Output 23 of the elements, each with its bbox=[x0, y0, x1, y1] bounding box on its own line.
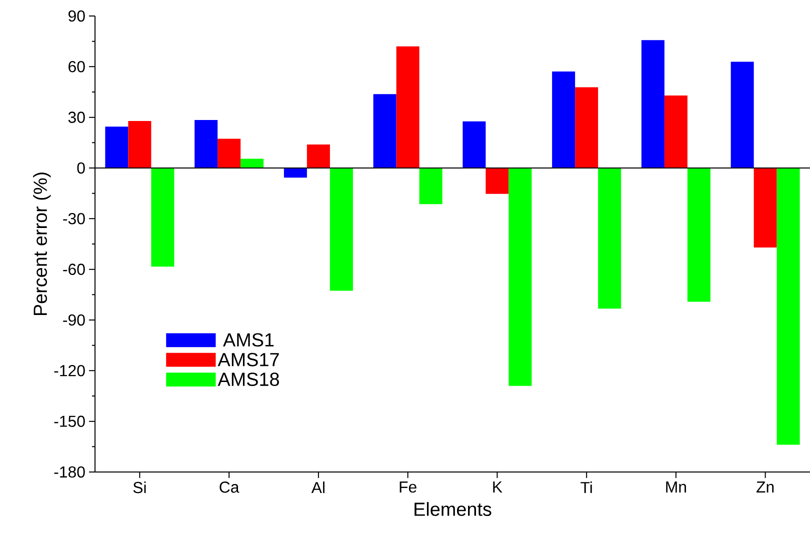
x-tick-label: Ti bbox=[580, 482, 592, 494]
y-tick-label: 0 bbox=[77, 162, 85, 174]
y-tick-label: -120 bbox=[54, 365, 85, 376]
y-tick-label: -90 bbox=[63, 314, 85, 326]
y-tick-label: 90 bbox=[68, 10, 85, 22]
y-tick-label: -180 bbox=[54, 466, 85, 478]
x-tick-label: Si bbox=[133, 482, 146, 494]
x-tick-label: Zn bbox=[756, 482, 774, 492]
y-tick-label: 30 bbox=[68, 112, 85, 123]
x-tick-label: Al bbox=[311, 482, 324, 494]
y-tick-label: -150 bbox=[54, 416, 85, 427]
x-tick-label: Fe bbox=[400, 482, 416, 493]
y-tick-label: -30 bbox=[63, 213, 85, 224]
x-axis-title: Elements bbox=[414, 502, 492, 516]
x-tick-label: K bbox=[493, 482, 502, 492]
y-tick-label: 60 bbox=[68, 61, 85, 72]
legend-label: AMS18 bbox=[218, 372, 279, 386]
x-tick-label: Ca bbox=[220, 482, 240, 493]
y-axis-title: Percent error (%) bbox=[33, 172, 51, 316]
y-tick-label: -60 bbox=[63, 264, 85, 275]
x-tick-label: Mn bbox=[666, 482, 686, 492]
legend-label: AMS1 bbox=[223, 333, 274, 347]
legend-label: AMS17 bbox=[218, 352, 279, 366]
